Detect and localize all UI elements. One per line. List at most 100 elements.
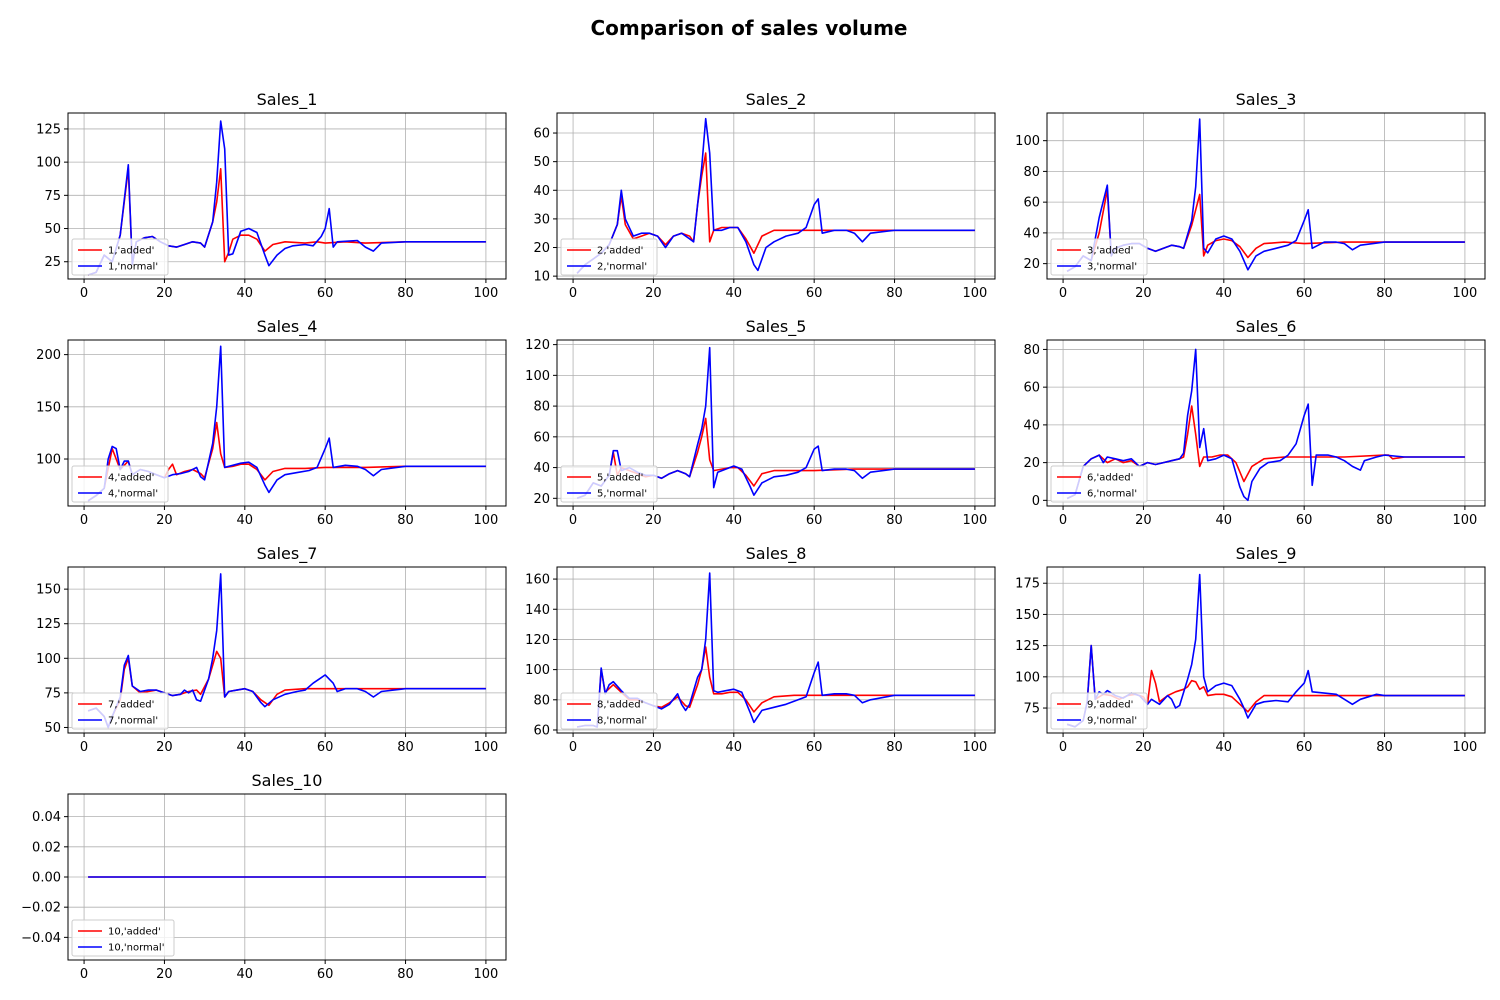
x-tick-label: 0 (80, 740, 88, 755)
legend-label: 2,'added' (597, 246, 643, 257)
y-tick-label: 100 (1015, 670, 1040, 685)
y-tick-label: 75 (44, 686, 61, 701)
legend-label: 6,'added' (1087, 473, 1133, 484)
x-tick-label: 100 (473, 513, 498, 528)
x-tick-label: 0 (1059, 740, 1067, 755)
y-tick-label: 160 (525, 573, 550, 588)
legend-label: 2,'normal' (597, 262, 647, 273)
axes-frame (556, 566, 996, 734)
x-tick-label: 100 (1452, 286, 1477, 301)
y-tick-label: 60 (1023, 381, 1040, 396)
legend-label: 1,'normal' (108, 262, 158, 273)
legend-label: 8,'normal' (597, 716, 647, 727)
x-tick-label: 20 (645, 286, 662, 301)
x-tick-label: 80 (397, 286, 414, 301)
y-tick-label: 50 (44, 222, 61, 237)
x-tick-label: 20 (156, 740, 173, 755)
x-tick-label: 0 (569, 513, 577, 528)
x-tick-label: 80 (397, 513, 414, 528)
x-tick-label: 0 (569, 286, 577, 301)
legend-label: 5,'normal' (597, 489, 647, 500)
y-tick-label: 100 (36, 156, 61, 171)
legend: 5,'added' 5,'normal' (560, 465, 658, 503)
x-tick-label: 20 (156, 967, 173, 982)
legend-label: 10,'added' (108, 927, 161, 938)
x-tick-label: 100 (962, 740, 987, 755)
subplot-9: Sales_9 0 20 40 60 80 100 75 100 125 150 175 9,'adde… (1015, 544, 1486, 755)
axes-frame (67, 339, 507, 507)
y-tick-label: 40 (1023, 226, 1040, 241)
x-tick-label: 80 (886, 513, 903, 528)
axes-frame (1046, 566, 1486, 734)
axes-frame (67, 566, 507, 734)
x-tick-label: 0 (569, 740, 577, 755)
legend-label: 1,'added' (108, 246, 154, 257)
legend-label: 9,'added' (1087, 700, 1133, 711)
y-tick-label: 20 (533, 241, 550, 256)
x-tick-label: 0 (80, 967, 88, 982)
axes-frame (1046, 339, 1486, 507)
x-tick-label: 80 (1376, 740, 1393, 755)
y-tick-label: 125 (36, 617, 61, 632)
x-tick-label: 40 (1216, 286, 1233, 301)
y-tick-label: 20 (1023, 257, 1040, 272)
legend-label: 7,'normal' (108, 716, 158, 727)
x-tick-label: 20 (1135, 740, 1152, 755)
y-tick-label: 100 (1015, 134, 1040, 149)
legend: 8,'added' 8,'normal' (560, 692, 658, 730)
x-tick-label: 0 (80, 286, 88, 301)
subplot-6: Sales_60 20 40 60 80 1000204060806,'added'6,'… (1023, 317, 1486, 528)
x-tick-label: 60 (317, 967, 334, 982)
series-line-normal (1066, 573, 1465, 728)
y-tick-label: 175 (1015, 577, 1040, 592)
subplot-title: Sales_10 (252, 771, 323, 791)
x-tick-label: 60 (806, 513, 823, 528)
legend: 4,'added' 4,'normal' (71, 465, 169, 503)
series-line-normal (576, 572, 975, 728)
figure-title: Comparison of sales volume (590, 16, 907, 40)
y-tick-label: 120 (525, 633, 550, 648)
axes-frame (67, 112, 507, 280)
y-tick-label: 200 (36, 348, 61, 363)
legend-label: 4,'normal' (108, 489, 158, 500)
x-tick-label: 80 (886, 740, 903, 755)
x-tick-label: 100 (962, 286, 987, 301)
x-tick-label: 60 (1296, 513, 1313, 528)
legend-label: 4,'added' (108, 473, 154, 484)
x-tick-label: 60 (317, 740, 334, 755)
x-tick-label: 60 (1296, 740, 1313, 755)
y-tick-label: 100 (525, 663, 550, 678)
y-tick-label: −0.02 (21, 901, 61, 916)
x-tick-label: 40 (237, 286, 254, 301)
x-tick-label: 40 (1216, 513, 1233, 528)
subplot-4: Sales_40 20 40 60 80 1001001502004,'added'4,'… (36, 317, 507, 528)
y-tick-label: 100 (525, 369, 550, 384)
y-tick-label: 100 (36, 453, 61, 468)
subplot-title: Sales_2 (746, 90, 807, 110)
x-tick-label: 60 (317, 513, 334, 528)
y-tick-label: 25 (44, 255, 61, 270)
x-tick-label: 20 (1135, 286, 1152, 301)
x-tick-label: 100 (473, 967, 498, 982)
legend: 7,'added' 7,'normal' (71, 692, 169, 730)
x-tick-label: 80 (1376, 286, 1393, 301)
subplot-title: Sales_8 (746, 544, 807, 564)
y-tick-label: 50 (44, 721, 61, 736)
x-tick-label: 80 (397, 967, 414, 982)
legend-label: 9,'normal' (1087, 716, 1137, 727)
y-tick-label: 80 (1023, 165, 1040, 180)
subplot-7: Sales_7 0 20 40 60 80 100 50 75 100 125 150 7,'added… (36, 544, 507, 755)
y-tick-label: 60 (1023, 196, 1040, 211)
subplot-title: Sales_6 (1236, 317, 1297, 337)
y-tick-label: 140 (525, 603, 550, 618)
x-tick-label: 100 (473, 286, 498, 301)
y-tick-label: 150 (36, 583, 61, 598)
y-tick-label: 150 (1015, 608, 1040, 623)
legend: 10,'added' 10,'normal' (71, 919, 175, 957)
x-tick-label: 0 (1059, 513, 1067, 528)
x-tick-label: 60 (806, 286, 823, 301)
subplot-title: Sales_1 (257, 90, 318, 110)
legend-label: 3,'added' (1087, 246, 1133, 257)
legend: 6,'added' 6,'normal' (1050, 465, 1148, 503)
